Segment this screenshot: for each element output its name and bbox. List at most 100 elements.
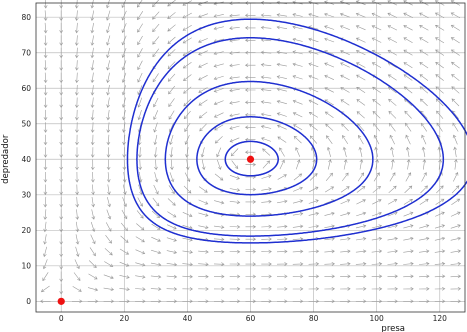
field-arrow <box>340 50 350 55</box>
field-arrow <box>152 23 160 33</box>
field-arrow <box>59 184 64 196</box>
field-arrow <box>244 75 256 80</box>
field-arrow <box>198 212 209 217</box>
field-arrow <box>435 25 445 31</box>
field-arrow <box>122 109 126 121</box>
field-arrow <box>229 287 241 291</box>
field-arrow <box>43 22 48 34</box>
field-arrow <box>87 299 99 304</box>
field-arrow <box>167 73 176 82</box>
field-arrow <box>229 63 240 68</box>
field-arrow <box>435 61 444 69</box>
x-tick-label: 40 <box>183 314 193 323</box>
field-arrow <box>182 49 192 56</box>
field-arrow <box>355 287 367 291</box>
field-arrow <box>152 11 160 20</box>
field-arrow <box>371 49 382 56</box>
field-arrow <box>421 172 427 182</box>
field-arrow <box>375 159 379 170</box>
field-arrow <box>372 99 381 106</box>
field-arrow <box>43 147 48 158</box>
field-arrow <box>137 48 143 58</box>
field-arrow <box>106 60 110 71</box>
field-arrow <box>356 186 366 193</box>
field-arrow <box>182 225 193 230</box>
y-tick-label: 80 <box>21 13 31 22</box>
field-arrow <box>450 37 460 44</box>
field-arrow <box>292 224 304 229</box>
field-arrow <box>153 97 159 108</box>
field-arrow <box>341 172 349 182</box>
field-arrow <box>59 60 64 71</box>
field-arrow <box>308 99 319 105</box>
field-arrow <box>450 299 462 304</box>
field-arrow <box>184 172 191 183</box>
field-arrow <box>59 234 64 245</box>
field-arrow <box>405 134 411 145</box>
field-arrow <box>244 150 256 155</box>
field-arrow <box>260 63 272 67</box>
field-arrow <box>122 134 126 146</box>
field-arrow <box>435 211 445 217</box>
field-arrow <box>355 12 366 18</box>
field-arrow <box>292 274 304 279</box>
field-arrow <box>435 74 444 81</box>
field-arrow <box>324 224 335 229</box>
x-tick-label: 120 <box>433 314 448 323</box>
field-arrow <box>373 134 380 145</box>
y-tick-label: 70 <box>21 48 31 57</box>
field-arrow <box>59 221 64 233</box>
field-arrow <box>387 12 398 18</box>
field-arrow <box>326 146 331 158</box>
field-arrow <box>229 101 240 105</box>
field-arrow <box>292 287 304 291</box>
field-arrow <box>167 61 176 70</box>
field-arrow <box>261 187 272 191</box>
field-arrow <box>434 249 446 254</box>
field-arrow <box>340 62 350 68</box>
field-arrow <box>229 88 240 93</box>
field-arrow <box>312 159 317 170</box>
field-arrow <box>107 184 111 195</box>
field-arrow <box>43 10 48 21</box>
field-arrow <box>75 72 79 84</box>
field-arrow <box>105 222 112 232</box>
field-arrow <box>355 37 366 43</box>
field-arrow <box>387 25 398 31</box>
field-arrow <box>339 25 350 30</box>
field-arrow <box>229 76 240 80</box>
field-arrow <box>150 287 162 291</box>
field-arrow <box>357 172 365 182</box>
field-arrow <box>59 172 64 183</box>
field-arrow <box>389 122 396 132</box>
y-tick-label: 60 <box>21 84 31 93</box>
field-arrow <box>87 287 99 292</box>
field-arrow <box>166 274 178 279</box>
field-arrow <box>419 25 429 31</box>
field-arrow <box>40 285 50 293</box>
field-arrow <box>276 87 287 92</box>
field-arrow <box>422 159 427 170</box>
field-arrow <box>214 299 225 304</box>
field-arrow <box>198 87 208 93</box>
field-arrow <box>403 236 414 241</box>
field-arrow <box>389 172 396 182</box>
field-arrow <box>74 10 79 21</box>
field-arrow <box>308 249 320 254</box>
field-arrow <box>277 224 288 229</box>
field-arrow <box>340 74 350 81</box>
field-arrow <box>309 173 318 181</box>
field-arrow <box>75 184 79 196</box>
field-arrow <box>419 62 429 69</box>
field-arrow <box>229 274 241 279</box>
field-arrow <box>324 87 334 93</box>
field-arrow <box>184 134 190 145</box>
field-arrow <box>340 299 351 304</box>
field-arrow <box>372 199 382 205</box>
field-arrow <box>418 249 430 254</box>
field-arrow <box>91 184 95 195</box>
field-arrow <box>418 261 430 266</box>
field-arrow <box>166 287 178 291</box>
field-arrow <box>151 249 162 255</box>
